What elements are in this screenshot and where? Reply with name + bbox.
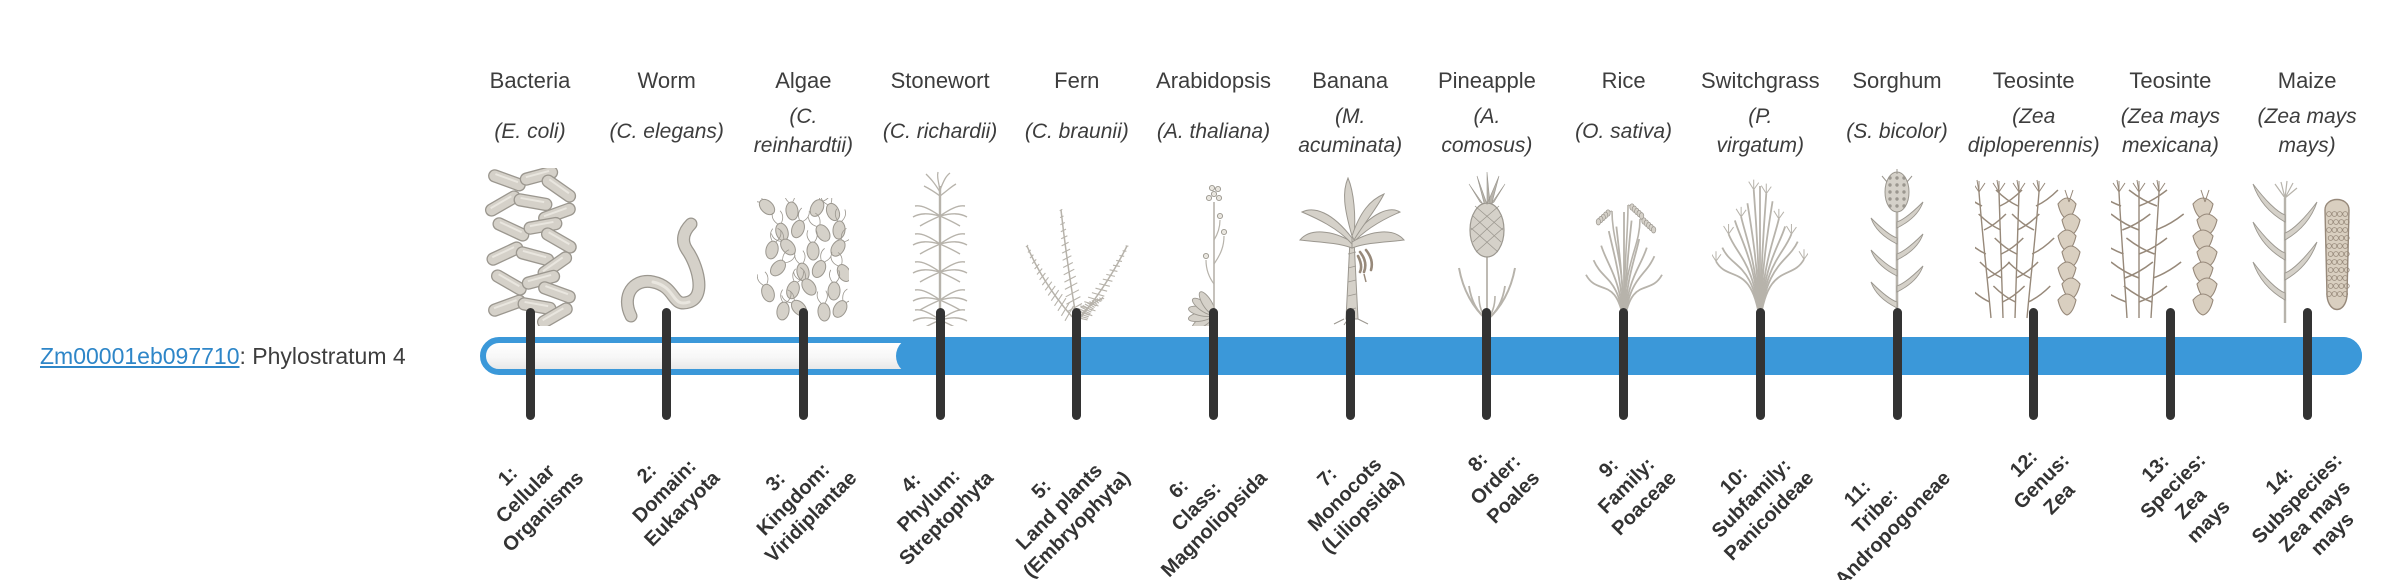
common-name: Arabidopsis bbox=[1156, 68, 1271, 93]
phylostratum-tick-4 bbox=[935, 308, 945, 420]
common-name: Switchgrass bbox=[1701, 68, 1820, 93]
phylostratum-tick-3 bbox=[798, 308, 808, 420]
stratum-label: 5: Land plants (Embryophyta) bbox=[1011, 459, 1135, 580]
stratum-label: 8: Order: Poales bbox=[1464, 448, 1545, 529]
phylostratum-tick-7 bbox=[1345, 308, 1355, 420]
species-name: (Zea mays mexicana) bbox=[2120, 105, 2220, 157]
phylostratum-tick-2 bbox=[662, 308, 672, 420]
stratum-label: 2: Domain: Eukaryota bbox=[628, 455, 725, 552]
common-name: Stonewort bbox=[890, 68, 990, 93]
phylostratum-tick-8 bbox=[1482, 308, 1492, 420]
stratum-label: 14: Subspecies: Zea mays mays bbox=[2248, 449, 2359, 561]
phylostratum-tick-5 bbox=[1072, 308, 1082, 420]
maize-illustration bbox=[2237, 156, 2377, 326]
phylostratum-tick-12 bbox=[2029, 308, 2039, 420]
common-name: Teosinte bbox=[2129, 68, 2212, 93]
stratum-label: 11: Tribe: Andropogoneae bbox=[1830, 467, 1955, 580]
common-name: Worm bbox=[637, 68, 696, 93]
switchgrass-illustration bbox=[1690, 156, 1830, 326]
phylostratum-tick-9 bbox=[1619, 308, 1629, 420]
species-name: (C. reinhardtii) bbox=[753, 105, 853, 157]
stratum-label: 7: Monocots (Liliopsida) bbox=[1303, 453, 1408, 559]
phylostratum-tick-1 bbox=[525, 308, 535, 420]
common-name: Teosinte bbox=[1992, 68, 2075, 93]
stratum-label: 9: Family: Poaceae bbox=[1594, 453, 1682, 541]
bacteria-illustration bbox=[460, 156, 600, 326]
stratum-label: 3: Kingdom: Viridiplantae bbox=[752, 458, 862, 568]
stratum-label: 1: Cellular Organisms bbox=[491, 460, 588, 557]
common-name: Fern bbox=[1054, 68, 1100, 93]
fern-illustration bbox=[1007, 156, 1147, 326]
common-name: Banana bbox=[1312, 68, 1389, 93]
phylostratum-tick-11 bbox=[1892, 308, 1902, 420]
common-name: Bacteria bbox=[489, 68, 571, 93]
banana-illustration bbox=[1280, 156, 1420, 326]
stonewort-illustration bbox=[870, 156, 1010, 326]
common-name: Sorghum bbox=[1852, 68, 1942, 93]
gene-phylostratum-text: : Phylostratum 4 bbox=[239, 343, 406, 369]
algae-illustration bbox=[733, 156, 873, 326]
common-name: Rice bbox=[1601, 68, 1646, 93]
stratum-label: 12: Genus: Zea bbox=[2005, 445, 2080, 520]
species-name: (O. sativa) bbox=[1575, 119, 1673, 143]
species-name: (Zea mays mays) bbox=[2257, 105, 2357, 157]
stratum-label: 6: Class: Magnoliopsida bbox=[1156, 467, 1272, 580]
teosinte-diploperennis-illustration bbox=[1964, 156, 2104, 326]
common-name: Algae bbox=[775, 68, 832, 93]
phylostratum-tick-10 bbox=[1755, 308, 1765, 420]
gene-label: Zm00001eb097710: Phylostratum 4 bbox=[40, 342, 406, 370]
pineapple-illustration bbox=[1417, 156, 1557, 326]
stratum-label: 10: Subfamily: Panicoideae bbox=[1707, 454, 1818, 566]
species-name: (C. elegans) bbox=[609, 119, 724, 143]
gene-id-link[interactable]: Zm00001eb097710 bbox=[40, 343, 240, 369]
phylostratum-tick-14 bbox=[2302, 308, 2312, 420]
species-name: (P. virgatum) bbox=[1716, 105, 1805, 157]
common-name: Maize bbox=[2277, 68, 2337, 93]
species-name: (A. thaliana) bbox=[1156, 119, 1271, 143]
phylostratum-tick-13 bbox=[2165, 308, 2175, 420]
arabidopsis-illustration bbox=[1144, 156, 1284, 326]
rice-illustration bbox=[1554, 156, 1694, 326]
species-name: (C. richardii) bbox=[882, 119, 998, 143]
common-name: Pineapple bbox=[1437, 68, 1536, 93]
phylostratum-tick-6 bbox=[1209, 308, 1218, 420]
stratum-label: 13: Species: Zea mays bbox=[2136, 449, 2235, 548]
species-name: (E. coli) bbox=[494, 119, 566, 143]
timeline-bar-fill bbox=[896, 337, 2362, 375]
stratum-label: 4: Phylum: Streptophyta bbox=[892, 465, 998, 570]
species-name: (Zea diploperennis) bbox=[1967, 105, 2100, 157]
species-name: (S. bicolor) bbox=[1846, 119, 1948, 143]
teosinte-mexicana-illustration bbox=[2100, 156, 2240, 326]
species-name: (M. acuminata) bbox=[1298, 105, 1403, 157]
worm-illustration bbox=[597, 156, 737, 326]
sorghum-illustration bbox=[1827, 156, 1967, 326]
species-name: (A. comosus) bbox=[1441, 105, 1533, 157]
species-name: (C. braunii) bbox=[1024, 119, 1129, 143]
